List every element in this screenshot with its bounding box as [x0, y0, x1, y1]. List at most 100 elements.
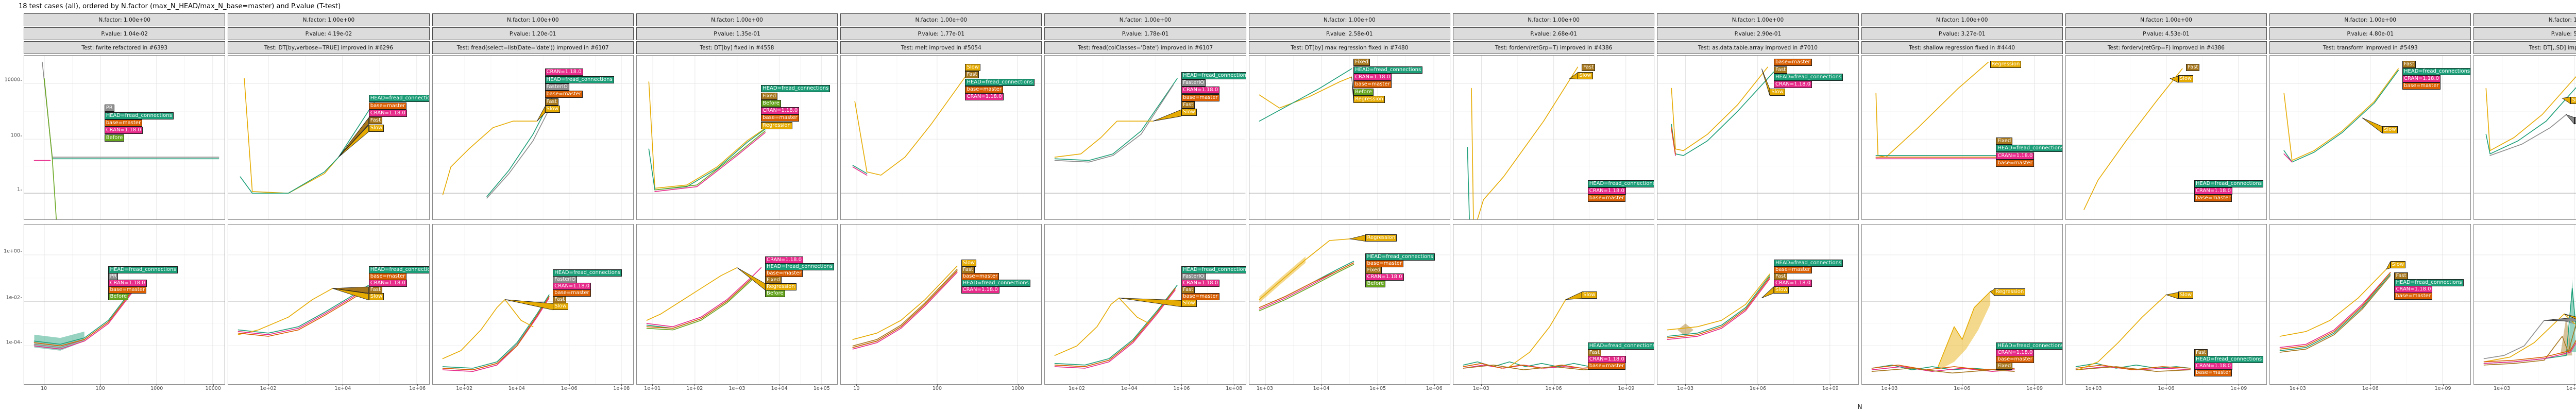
- series-label: Fast: [545, 98, 558, 106]
- median-line: [2484, 311, 2576, 362]
- series-label: Fast: [1587, 349, 1601, 357]
- median-line: [1259, 68, 1351, 121]
- x-tick-label: 1e+06: [1545, 384, 1562, 391]
- x-tick-label: 1e+06: [2158, 384, 2175, 391]
- median-line: [487, 101, 553, 198]
- facet-strip-pvalue: P.value: 4.80e-01: [2269, 27, 2471, 40]
- plot-panel-bot: Slow Fast base=master HEAD=fread_connection…: [840, 224, 1042, 385]
- panel-column: N.factor: 1.00e+00 P.value: 1.35e-01 Test:…: [636, 13, 838, 401]
- facet-strip-test: Test: as.data.table.array improved in #7…: [1657, 41, 1859, 54]
- plot-canvas: [1862, 56, 2062, 219]
- series-label: Regression: [1994, 288, 2026, 296]
- plot-canvas: [1045, 56, 1245, 219]
- median-line: [1259, 77, 1351, 108]
- median-line: [2280, 274, 2391, 351]
- series-label: Before: [1353, 88, 1374, 96]
- plot-panel-top: Fixed HEAD=fread_connections CRAN=1.18.0 ba…: [1248, 55, 1450, 220]
- x-tick-label: 1e+06: [1749, 384, 1766, 391]
- x-tick-label: 1e+09: [2230, 384, 2247, 391]
- plot-canvas: [1249, 56, 1450, 219]
- label-arrow-wedge: [2166, 293, 2178, 299]
- facet-strip-pvalue: P.value: 2.90e-01: [1657, 27, 1859, 40]
- series-label: Fast: [2394, 272, 2408, 280]
- facet-strip-nfactor: N.factor: 1.00e+00: [1657, 13, 1859, 26]
- series-label: Fixed: [765, 277, 782, 284]
- median-line: [2076, 367, 2190, 371]
- median-line: [1259, 263, 1353, 307]
- series-label: Slow: [2178, 291, 2194, 299]
- facet-strip-pvalue: P.value: 1.35e-01: [636, 27, 838, 40]
- plot-canvas: [2066, 56, 2266, 219]
- plot-canvas: [1862, 225, 2062, 384]
- series-label: Fixed: [761, 92, 778, 100]
- x-axis-ticks: 10 100 1000: [840, 384, 1042, 393]
- median-line: [1259, 239, 1349, 300]
- median-line: [1872, 365, 2014, 370]
- x-tick-label: 100: [95, 384, 105, 391]
- x-tick-label: 1000: [150, 384, 163, 391]
- plot-canvas: [433, 56, 633, 219]
- median-line: [855, 77, 965, 175]
- median-line: [853, 272, 957, 349]
- x-tick-label: 1e+02: [260, 384, 277, 391]
- median-line: [2484, 314, 2576, 362]
- series-label: HEAD=fread_connections: [765, 263, 835, 271]
- x-tick-label: 1e+03: [2289, 384, 2306, 391]
- x-tick-label: 10: [853, 384, 860, 391]
- panel-column: N.factor: 1.00e+00P.value: 5.01e-01Test:…: [2473, 13, 2576, 401]
- median-line: [239, 288, 367, 335]
- series-label: CRAN=1.18.0: [553, 282, 591, 290]
- facet-strip-nfactor: N.factor: 1.00e+00: [840, 13, 1042, 26]
- series-label: CRAN=1.18.0: [765, 256, 804, 264]
- facet-strip-nfactor: N.factor: 1.00e+00: [1861, 13, 2063, 26]
- x-tick-label: 1e+04: [1313, 384, 1330, 391]
- x-tick-label: 1e+02: [456, 384, 473, 391]
- median-line: [1055, 85, 1174, 162]
- plot-panel-top: HEAD=fread_connectionsbase=masterCRAN=1.…: [228, 55, 430, 220]
- label-arrow-wedge: [2362, 118, 2382, 133]
- facet-strip-test: Test: forderv(retGrp=F) improved in #438…: [2065, 41, 2267, 54]
- series-label: Slow: [1181, 109, 1197, 116]
- median-line: [443, 297, 549, 370]
- series-label: Slow: [1770, 88, 1785, 96]
- median-line: [241, 101, 375, 193]
- facet-strip-nfactor: N.factor: 1.00e+00: [2473, 13, 2576, 26]
- plot-panel-top: Fast Slow HEAD=fread_connections CRAN=1.18.…: [1452, 55, 1655, 220]
- series-label: Fast: [2402, 60, 2416, 68]
- x-tick-label: 1e+03: [1881, 384, 1898, 391]
- facet-strip-nfactor: N.factor: 1.00e+00: [228, 13, 430, 26]
- x-tick-label: 1e+03: [2494, 384, 2511, 391]
- series-label: CRAN=1.18.0: [545, 68, 583, 76]
- series-label: Before: [761, 99, 781, 107]
- facet-strip-nfactor: N.factor: 1.00e+00: [636, 13, 838, 26]
- plot-canvas: [637, 56, 837, 219]
- median-line: [2280, 272, 2391, 349]
- series-label: CRAN=1.18.0: [1181, 87, 1220, 94]
- series-label: FasterIO: [545, 83, 569, 91]
- facet-strip-pvalue: P.value: 5.01e-01: [2473, 27, 2576, 40]
- row-gap: [1249, 220, 1450, 224]
- series-label: HEAD=fread_connections: [1774, 73, 1843, 81]
- median-line: [2076, 367, 2190, 370]
- median-line: [2490, 114, 2567, 155]
- plot-panel-top: CRAN=1.18.0 HEAD=fread_connections FasterI…: [432, 55, 634, 220]
- plot-panel-bot: Slow Fast HEAD=fread_connections CRAN=1.18.…: [2065, 224, 2267, 385]
- series-label: CRAN=1.18.0: [1774, 81, 1812, 89]
- x-axis-title: N: [1857, 403, 1862, 410]
- series-label: base=master: [2194, 195, 2232, 202]
- facet-strip-pvalue: P.value: 3.27e-01: [1861, 27, 2063, 40]
- series-label: HEAD=fread_connections: [1181, 72, 1246, 79]
- series-label: CRAN=1.18.0: [2194, 187, 2232, 195]
- facet-strip-nfactor: N.factor: 1.00e+00: [1044, 13, 1246, 26]
- median-line: [647, 279, 753, 330]
- median-line: [2076, 365, 2190, 370]
- median-line: [1938, 291, 1990, 367]
- series-label: Slow: [1774, 286, 1789, 294]
- median-line: [1872, 368, 2014, 373]
- x-tick-label: 1e+06: [2362, 384, 2379, 391]
- series-label: base=master: [553, 289, 591, 297]
- facet-strip-test: Test: melt improved in #5054: [840, 41, 1042, 54]
- series-label: HEAD=fread_connections: [1353, 66, 1423, 74]
- panel-column: N.factor: 1.00e+00 P.value: 3.27e-01 Test:…: [1861, 13, 2063, 401]
- series-label: base=master: [104, 119, 143, 127]
